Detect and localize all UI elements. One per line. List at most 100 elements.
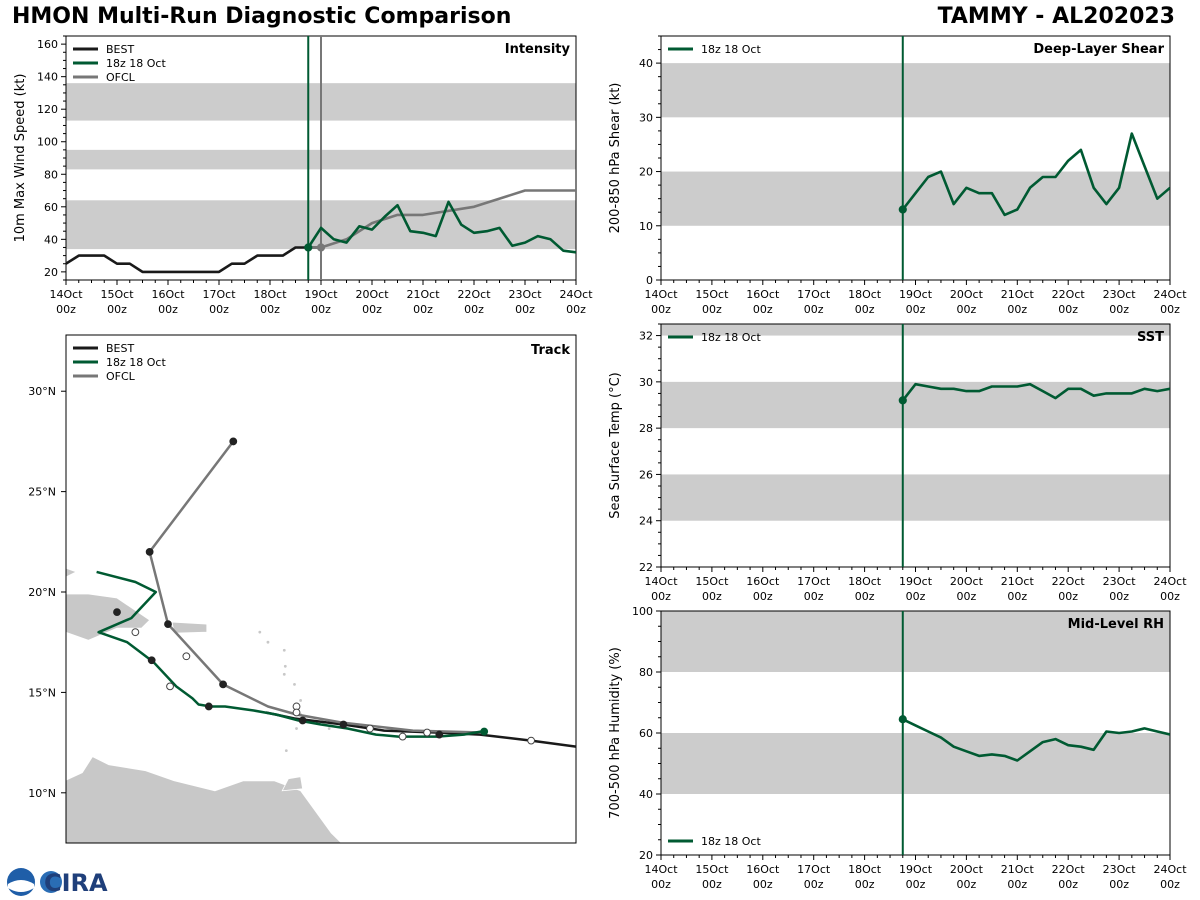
track-point-11 <box>229 437 238 446</box>
rh-xtick-label-date: 16Oct <box>746 863 780 876</box>
track-line-ofcl <box>148 440 487 734</box>
rh-xtick-label-hour: 00z <box>1109 878 1129 891</box>
track-point-1 <box>435 730 444 739</box>
rh-xtick-label-hour: 00z <box>804 878 824 891</box>
intensity-xtick-label-hour: 00z <box>515 303 535 316</box>
hispaniola-island <box>66 593 151 641</box>
shear-ytick-label: 30 <box>639 111 653 124</box>
intensity-xtick-label-date: 20Oct <box>355 288 389 301</box>
sst-ylabel: Sea Surface Temp (°C) <box>608 372 623 519</box>
sst-xtick-label-hour: 00z <box>753 590 773 603</box>
sst-xtick-label-date: 16Oct <box>746 575 780 588</box>
shear-ytick-label: 0 <box>646 274 653 287</box>
intensity-xtick-label-hour: 00z <box>107 303 127 316</box>
track-point-15 <box>204 702 213 711</box>
track-point-10 <box>145 547 154 556</box>
sst-xtick-label-hour: 00z <box>855 590 875 603</box>
sst-ytick-label: 30 <box>639 376 653 389</box>
shear-xtick-label-date: 17Oct <box>797 288 831 301</box>
track-point-20 <box>56 579 63 586</box>
rh-legend: 18z 18 Oct <box>668 835 761 848</box>
rh-band-0 <box>661 733 1170 794</box>
sst-xtick-label-hour: 00z <box>702 590 722 603</box>
lesser-antilles-island-2 <box>292 682 297 687</box>
track-point-14 <box>292 708 301 717</box>
sst-panel: 22 24 26 28 30 32 14Oct 00z 15Oct 00z 16Oct 00z 17Oc… <box>608 323 1187 603</box>
rh-ytick-label: 80 <box>639 666 653 679</box>
shear-panel: 0 10 20 30 40 14Oct 00z 15Oct 00z 16Oct 00z 17Oct 00… <box>608 35 1187 316</box>
rh-xtick-label-date: 18Oct <box>848 863 882 876</box>
intensity-legend-label-best: BEST <box>106 43 134 56</box>
intensity-ytick-label: 20 <box>44 266 58 279</box>
rh-xtick-label-hour: 00z <box>753 878 773 891</box>
track-point-13 <box>298 716 307 725</box>
intensity-legend-label-run: 18z 18 Oct <box>106 57 166 70</box>
shear-xtick-label-hour: 00z <box>1109 303 1129 316</box>
rh-xtick-label-date: 21Oct <box>1001 863 1035 876</box>
shear-series-run <box>901 132 1170 217</box>
shear-ytick-label: 20 <box>639 166 653 179</box>
intensity-xtick-label-hour: 00z <box>56 303 76 316</box>
shear-point-0 <box>898 205 907 214</box>
shear-xtick-label-date: 23Oct <box>1103 288 1137 301</box>
lesser-antilles-island-1 <box>283 664 288 669</box>
track-lat-label: 25°N <box>28 486 56 499</box>
sst-ytick-label: 24 <box>639 515 653 528</box>
intensity-ytick-label: 80 <box>44 168 58 181</box>
main-title: HMON Multi-Run Diagnostic Comparison <box>12 4 512 29</box>
track-lat-label: 30°N <box>28 385 56 398</box>
track-lat-label: 15°N <box>28 686 56 699</box>
track-legend-label-best: BEST <box>106 342 134 355</box>
intensity-xtick-label-hour: 00z <box>260 303 280 316</box>
sst-title: SST <box>1137 330 1164 345</box>
lesser-antilles-island-9 <box>265 640 271 645</box>
intensity-panel: 20 40 60 80 100 120 140 160 14Oct 00z 15Oct 00z 16Oc… <box>13 35 593 316</box>
track-lat-label: 10°N <box>28 787 56 800</box>
noaa-cira-logo: CIRA <box>7 868 108 897</box>
rh-xtick-label-date: 14Oct <box>644 863 678 876</box>
intensity-xtick-label-hour: 00z <box>158 303 178 316</box>
puerto-rico-island <box>171 621 208 634</box>
south-america-coast <box>66 756 342 843</box>
rh-band-1 <box>661 611 1170 672</box>
sst-frame <box>660 323 1171 568</box>
sst-legend: 18z 18 Oct <box>668 331 761 344</box>
rh-xtick-label-hour: 00z <box>1058 878 1078 891</box>
rh-series-group <box>902 718 1170 762</box>
sst-xtick-label-date: 19Oct <box>899 575 933 588</box>
intensity-xtick-label-date: 24Oct <box>559 288 593 301</box>
shear-legend: 18z 18 Oct <box>668 43 761 56</box>
shear-series-group <box>901 132 1170 217</box>
intensity-xtick-label-hour: 00z <box>464 303 484 316</box>
track-point-2 <box>339 720 348 729</box>
rh-ytick-label: 20 <box>639 849 653 862</box>
rh-xtick-label-date: 19Oct <box>899 863 933 876</box>
intensity-xtick-label-hour: 00z <box>362 303 382 316</box>
sst-xtick-label-date: 18Oct <box>848 575 882 588</box>
intensity-ytick-label: 40 <box>44 233 58 246</box>
intensity-point-0 <box>304 243 313 252</box>
track-point-0 <box>527 736 536 745</box>
rh-xtick-label-hour: 00z <box>906 878 926 891</box>
shear-xtick-label-hour: 00z <box>855 303 875 316</box>
sst-xtick-label-hour: 00z <box>651 590 671 603</box>
shear-ylabel: 200-850 hPa Shear (kt) <box>608 83 623 234</box>
sst-xtick-label-hour: 00z <box>1058 590 1078 603</box>
rh-xtick-label-hour: 00z <box>1160 878 1180 891</box>
sst-xtick-label-date: 14Oct <box>644 575 678 588</box>
sst-xtick-label-date: 15Oct <box>695 575 729 588</box>
shear-xtick-label-hour: 00z <box>906 303 926 316</box>
rh-xtick-label-date: 20Oct <box>950 863 984 876</box>
rh-ytick-label: 40 <box>639 788 653 801</box>
track-point-16 <box>166 682 174 691</box>
intensity-title: Intensity <box>505 42 571 57</box>
sst-xtick-label-hour: 00z <box>1160 590 1180 603</box>
intensity-ytick-label: 100 <box>37 136 58 149</box>
track-frame <box>65 334 577 844</box>
shear-xtick-label-hour: 00z <box>804 303 824 316</box>
intensity-xtick-label-date: 18Oct <box>253 288 287 301</box>
lesser-antilles-island-6 <box>284 748 289 753</box>
intensity-ytick-label: 140 <box>37 71 58 84</box>
sst-ytick-label: 28 <box>639 422 653 435</box>
